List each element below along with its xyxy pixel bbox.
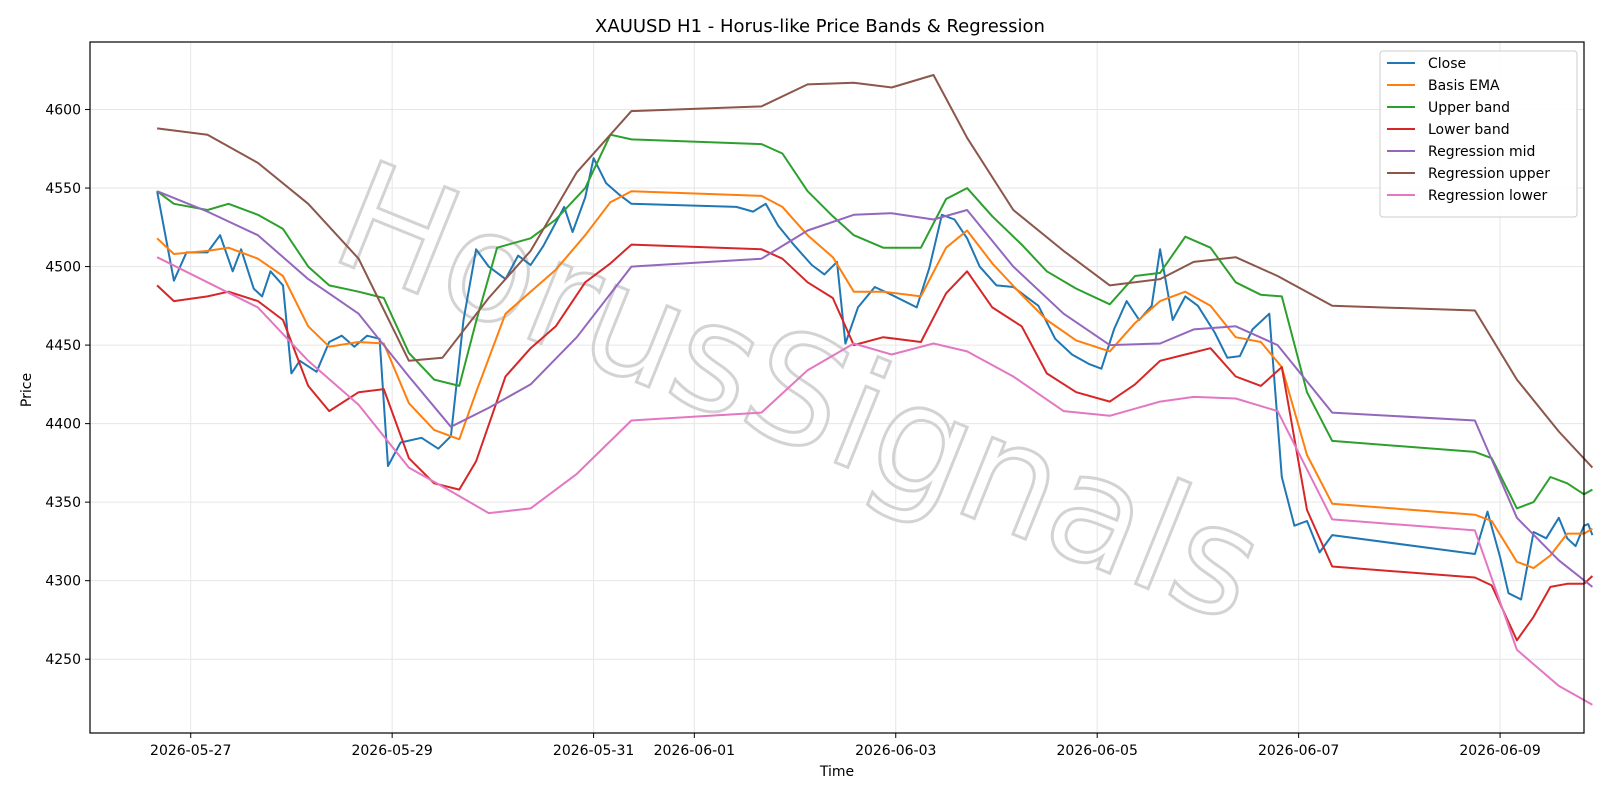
series-regression-mid-line: [156, 190, 1594, 588]
series-regression-upper-line: [156, 74, 1594, 469]
y-tick-label: 4400: [45, 417, 81, 433]
series-close-line: [156, 157, 1594, 601]
y-tick-label: 4300: [45, 574, 81, 590]
y-tick-label: 4450: [45, 338, 81, 354]
y-tick-label: 4500: [45, 260, 81, 276]
series-basis-ema-line: [156, 190, 1593, 570]
y-tick-label: 4250: [45, 652, 81, 668]
legend-close-label: Close: [1428, 56, 1466, 72]
legend-box: [1379, 50, 1578, 218]
x-tick-label: 2026-06-09: [1459, 743, 1540, 759]
legend-regression-upper-label: Regression upper: [1428, 166, 1550, 182]
legend-basis-ema-label: Basis EMA: [1428, 78, 1500, 94]
y-tick-label: 4350: [45, 495, 81, 511]
legend: Close Basis EMA Upper band Lower band Regres…: [1379, 50, 1578, 218]
x-tick-label: 2026-06-03: [855, 743, 936, 759]
x-axis: 2026-05-27 2026-05-29 2026-05-31 2026-06-01…: [150, 733, 1541, 759]
x-tick-label: 2026-06-01: [654, 743, 735, 759]
y-axis: 4250 4300 4350 4400 4450 4500 4550 4600: [45, 103, 90, 668]
series-layer: [156, 74, 1594, 706]
legend-regression-mid-label: Regression mid: [1428, 144, 1535, 160]
plot-frame: [89, 41, 1585, 734]
y-tick-label: 4550: [45, 181, 81, 197]
legend-regression-lower-label: Regression lower: [1428, 188, 1548, 204]
y-axis-label: Price: [19, 373, 35, 407]
series-lower-band-line: [156, 243, 1594, 642]
x-tick-label: 2026-05-29: [351, 743, 432, 759]
x-tick-label: 2026-05-31: [553, 743, 634, 759]
series-regression-lower-line: [156, 256, 1593, 706]
watermark-layer: HorusSignals: [311, 127, 1286, 658]
x-tick-label: 2026-05-27: [150, 743, 231, 759]
x-axis-label: Time: [819, 764, 854, 780]
x-tick-label: 2026-06-07: [1258, 743, 1339, 759]
legend-lower-band-label: Lower band: [1428, 122, 1510, 138]
watermark-text: HorusSignals: [313, 129, 1285, 657]
chart-title: XAUUSD H1 - Horus-like Price Bands & Reg…: [595, 16, 1045, 37]
series-upper-band-line: [156, 133, 1593, 510]
legend-upper-band-label: Upper band: [1428, 100, 1510, 116]
x-tick-label: 2026-06-05: [1057, 743, 1138, 759]
y-tick-label: 4600: [45, 103, 81, 119]
